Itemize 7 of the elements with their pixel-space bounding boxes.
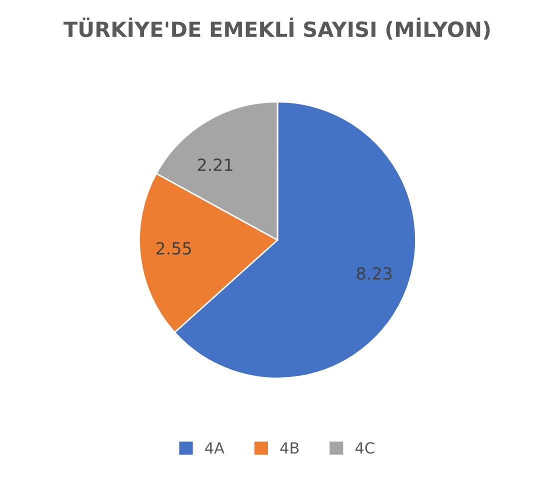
data-label: 8.23 [356,267,392,280]
legend-label: 4A [205,442,224,454]
data-label: 2.55 [156,242,191,255]
legend-label: 4C [355,442,374,454]
chart-title: TÜRKİYE'DE EMEKLİ SAYISI (MİLYON) [64,18,490,40]
legend-label: 4B [280,442,299,454]
data-label: 2.21 [198,158,232,171]
